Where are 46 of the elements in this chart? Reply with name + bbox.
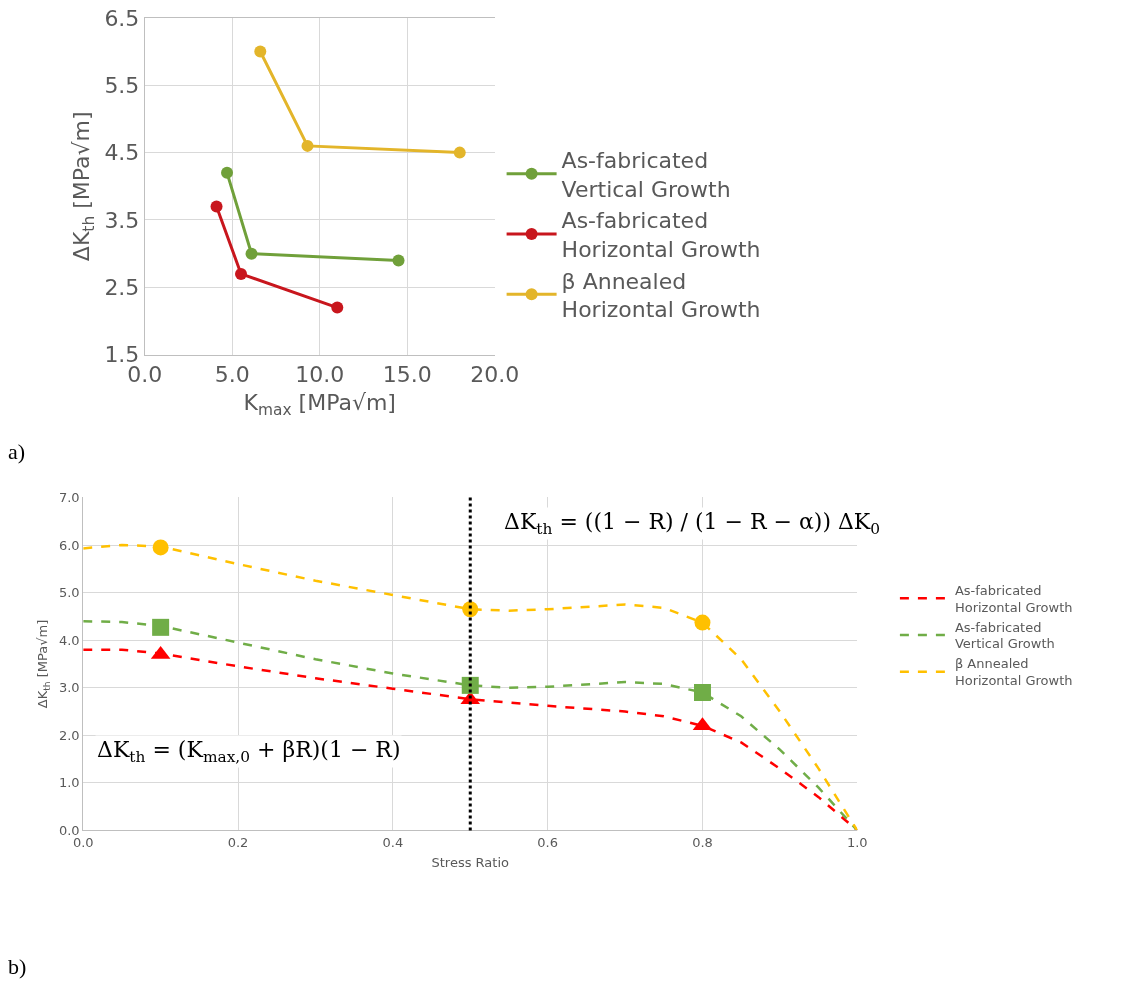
y-tick-label: 2.0 xyxy=(58,727,80,743)
y-tick-label: 5.5 xyxy=(104,72,140,98)
x-tick-label: 10.0 xyxy=(295,362,345,388)
y-tick-label: 4.5 xyxy=(104,140,140,166)
y-tick-label: 2.5 xyxy=(104,275,140,301)
point xyxy=(152,539,169,556)
annotation: ΔK$_{th}$ = (K$_{max,0}$ + βR)(1 − R) xyxy=(97,737,401,766)
legend-label: β Annealed Horizontal Growth xyxy=(561,268,761,323)
point xyxy=(331,301,344,314)
point xyxy=(693,684,711,702)
legend-label: As-fabricated Vertical Growth xyxy=(561,148,731,202)
x-tick-label: 0.2 xyxy=(227,835,249,851)
y-tick-label: 4.0 xyxy=(58,632,80,648)
x-axis-title: K$_{max}$ [MPa√m] xyxy=(243,390,396,419)
point xyxy=(254,45,267,58)
annotation: ΔK$_{th}$ = ((1 − R) / (1 − R − α)) ΔK$_{0}$ xyxy=(504,509,881,538)
point xyxy=(235,267,248,280)
legend-label: β Annealed Horizontal Growth xyxy=(954,656,1073,689)
point xyxy=(221,166,234,179)
point xyxy=(694,614,711,631)
text: a) xyxy=(8,439,26,464)
point xyxy=(210,200,223,213)
point xyxy=(453,146,466,159)
y-tick-label: 3.5 xyxy=(104,207,140,233)
x-tick-label: 0.8 xyxy=(692,835,713,851)
x-tick-label: 0.0 xyxy=(127,362,163,388)
x-axis-title: Stress Ratio xyxy=(431,854,510,870)
y-tick-label: 6.5 xyxy=(104,5,140,31)
y-tick-label: 3.0 xyxy=(58,680,80,696)
point xyxy=(301,139,314,152)
y-tick-label: 7.0 xyxy=(58,490,80,506)
x-tick-label: 0.4 xyxy=(382,835,404,851)
point xyxy=(461,676,479,694)
x-tick-label: 5.0 xyxy=(214,362,250,388)
y-tick-label: 6.0 xyxy=(58,537,80,553)
y-tick-label: 5.0 xyxy=(58,585,80,601)
point xyxy=(245,247,258,260)
point xyxy=(392,254,405,267)
x-tick-label: 0.6 xyxy=(537,835,558,851)
x-tick-label: 1.0 xyxy=(846,835,868,851)
x-tick-label: 15.0 xyxy=(382,362,432,388)
point xyxy=(152,618,170,636)
legend-label: As-fabricated Horizontal Growth xyxy=(954,582,1073,615)
y-tick-label: 1.0 xyxy=(58,775,80,791)
text: b) xyxy=(8,954,27,979)
x-tick-label: 20.0 xyxy=(470,362,520,388)
